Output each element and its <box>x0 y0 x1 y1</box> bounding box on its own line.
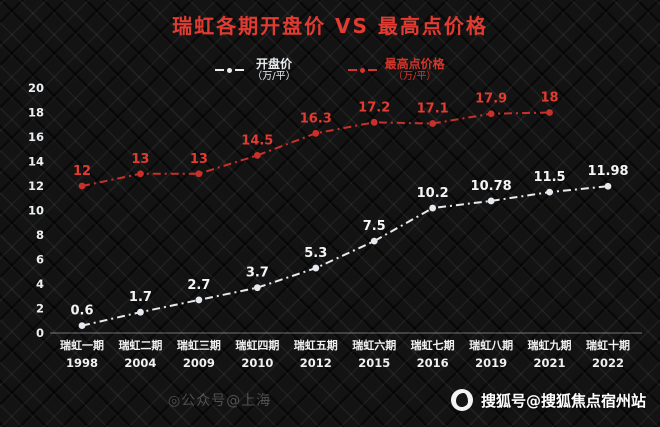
value-label: 17.9 <box>475 92 507 107</box>
watermark-faint: ◎公众号@上海 <box>168 393 272 409</box>
x-year-label: 2004 <box>124 356 156 370</box>
x-year-label: 2012 <box>300 356 332 370</box>
data-point <box>312 264 320 272</box>
value-label: 13 <box>131 152 149 167</box>
watermark-sohu-text: 搜狐号@搜狐焦点宿州站 <box>480 391 646 410</box>
x-year-label: 2022 <box>592 356 624 370</box>
value-label: 11.98 <box>587 164 628 179</box>
value-label: 10.2 <box>417 186 449 201</box>
value-label: 17.1 <box>417 102 449 117</box>
legend-marker-dash-dot-icon <box>215 67 245 73</box>
value-label: 18 <box>541 91 559 106</box>
chart-title: 瑞虹各期开盘价 VS 最高点价格 <box>172 14 488 38</box>
x-year-label: 2015 <box>358 356 390 370</box>
data-point <box>137 308 144 316</box>
x-category-label: 瑞虹十期 <box>586 338 630 352</box>
value-label: 0.6 <box>70 304 93 319</box>
data-point <box>195 170 203 178</box>
value-label: 10.78 <box>471 179 512 194</box>
y-tick-label: 10 <box>28 204 44 218</box>
data-point <box>429 204 437 212</box>
legend-label: 开盘价 <box>255 57 292 71</box>
y-tick-label: 0 <box>36 326 44 340</box>
data-point <box>137 170 144 178</box>
value-label: 2.7 <box>187 278 210 293</box>
x-category-label: 瑞虹五期 <box>294 338 338 352</box>
y-tick-label: 12 <box>28 179 44 193</box>
value-label: 17.2 <box>358 100 390 115</box>
data-point <box>253 284 261 292</box>
watermark-sohu: 搜狐号@搜狐焦点宿州站 <box>450 389 646 411</box>
data-point <box>253 151 261 159</box>
data-point <box>78 182 86 190</box>
data-point <box>370 237 378 245</box>
value-label: 7.5 <box>363 219 386 234</box>
x-year-label: 2016 <box>417 356 449 370</box>
x-year-label: 2010 <box>241 356 273 370</box>
value-label: 13 <box>190 152 208 167</box>
x-category-label: 瑞虹一期 <box>60 338 104 352</box>
legend-item-peak-price: 最高点价格 （万/平） <box>347 57 445 83</box>
y-tick-label: 14 <box>28 155 44 169</box>
y-tick-label: 16 <box>28 130 44 144</box>
legend-text: 最高点价格 （万/平） <box>385 57 445 83</box>
x-category-label: 瑞虹三期 <box>177 338 221 352</box>
legend-label: 最高点价格 <box>384 57 445 71</box>
value-label: 11.5 <box>534 170 566 185</box>
legend: 开盘价 （万/平） 最高点价格 （万/平） <box>0 57 660 83</box>
data-point <box>604 182 612 190</box>
y-tick-label: 4 <box>36 277 44 291</box>
legend-marker-dash-dot-icon <box>347 67 377 73</box>
data-point <box>195 296 203 304</box>
y-tick-label: 20 <box>28 81 44 95</box>
x-year-label: 2021 <box>534 356 566 370</box>
x-category-label: 瑞虹九期 <box>528 338 572 352</box>
x-year-label: 1998 <box>66 356 98 370</box>
data-point <box>546 109 553 116</box>
value-label: 1.7 <box>129 290 152 305</box>
value-label: 3.7 <box>246 266 269 281</box>
legend-unit: （万/平） <box>392 71 437 83</box>
sohu-logo-icon <box>450 389 473 411</box>
y-tick-label: 2 <box>36 302 44 316</box>
data-point <box>429 120 437 127</box>
y-tick-label: 6 <box>36 253 44 267</box>
x-year-label: 2019 <box>475 356 507 370</box>
y-tick-label: 8 <box>36 228 44 242</box>
value-label: 5.3 <box>304 246 327 261</box>
x-year-label: 2009 <box>183 356 215 370</box>
x-category-label: 瑞虹四期 <box>235 338 279 352</box>
data-point <box>487 197 495 205</box>
legend-unit: （万/平） <box>252 71 296 83</box>
legend-text: 开盘价 （万/平） <box>252 57 295 83</box>
x-category-label: 瑞虹六期 <box>352 338 396 352</box>
value-label: 16.3 <box>300 111 332 126</box>
data-point <box>312 129 320 137</box>
data-point <box>546 188 553 196</box>
value-label: 14.5 <box>241 133 273 148</box>
y-tick-label: 18 <box>28 106 44 120</box>
value-label: 12 <box>73 164 91 179</box>
x-category-label: 瑞虹八期 <box>469 338 513 352</box>
data-point <box>487 110 495 118</box>
x-category-label: 瑞虹七期 <box>411 338 455 352</box>
series-line <box>81 185 609 327</box>
data-point <box>78 322 86 330</box>
data-point <box>370 118 378 126</box>
x-category-label: 瑞虹二期 <box>118 338 162 352</box>
legend-item-opening-price: 开盘价 （万/平） <box>215 57 296 83</box>
